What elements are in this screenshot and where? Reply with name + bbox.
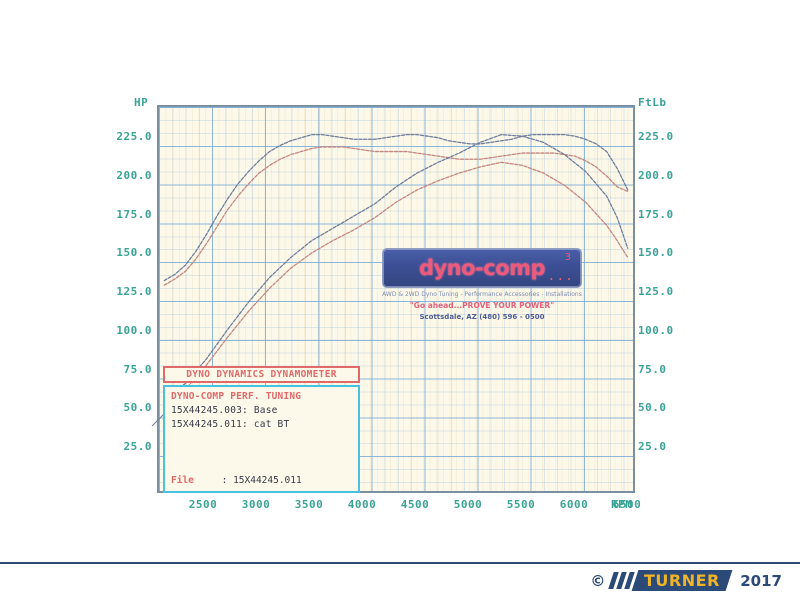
page-footer: © TURNER 2017 xyxy=(0,540,800,600)
y-axis-right-tick: 100.0 xyxy=(638,324,674,337)
turner-brand-block: © TURNER 2017 xyxy=(590,570,782,591)
footer-divider xyxy=(0,562,800,564)
x-axis-tick: 4500 xyxy=(400,498,430,511)
legend-title-box: DYNO DYNAMICS DYNAMOMETER xyxy=(163,366,360,383)
y-axis-left-tick: 150.0 xyxy=(116,246,152,259)
x-axis-tick: 5000 xyxy=(453,498,483,511)
y-axis-left-tick: 50.0 xyxy=(123,401,152,414)
legend-shop-line: DYNO-COMP PERF. TUNING xyxy=(171,391,302,402)
copyright-year: 2017 xyxy=(740,571,782,590)
y-axis-right-tick: 50.0 xyxy=(638,401,667,414)
x-axis-tick: 3500 xyxy=(294,498,324,511)
curve-power xyxy=(163,134,629,400)
curve-series-layer xyxy=(163,134,629,405)
y-axis-right-tick: 75.0 xyxy=(638,363,667,376)
x-axis-tick: 2500 xyxy=(188,498,218,511)
y-axis-left-tick: 175.0 xyxy=(116,208,152,221)
legend-run-entry: 15X44245.011: cat BT xyxy=(171,419,290,430)
y-axis-right-unit-label: FtLb xyxy=(638,96,667,109)
x-axis-tick: 5500 xyxy=(506,498,536,511)
y-axis-right-tick: 150.0 xyxy=(638,246,674,259)
legend-title: DYNO DYNAMICS DYNAMOMETER xyxy=(186,369,337,380)
y-axis-right-tick: 200.0 xyxy=(638,169,674,182)
dyno-chart-figure: HP FtLb RPM 225.0 200.0 175.0 150.0 125.… xyxy=(116,96,674,511)
legend-file-value: : 15X44245.011 xyxy=(221,475,302,486)
y-axis-left-tick: 125.0 xyxy=(116,285,152,298)
y-axis-left-tick: 200.0 xyxy=(116,169,152,182)
y-axis-left-tick: 75.0 xyxy=(123,363,152,376)
y-axis-left-tick: 225.0 xyxy=(116,130,152,143)
legend-body-box: DYNO-COMP PERF. TUNING 15X44245.003: Bas… xyxy=(163,385,360,493)
curve-power xyxy=(163,161,629,405)
legend-file-label: File xyxy=(171,475,194,486)
turner-plate: TURNER xyxy=(631,570,733,591)
legend-run-entry: 15X44245.003: Base xyxy=(171,405,278,416)
legend-file-row: File : 15X44245.011 xyxy=(171,475,302,486)
x-axis-tick: 4000 xyxy=(347,498,377,511)
y-axis-left-unit-label: HP xyxy=(134,96,149,109)
x-axis-tick: 6000 xyxy=(559,498,589,511)
copyright-icon: © xyxy=(590,571,606,590)
x-axis-tick: 3000 xyxy=(241,498,271,511)
turner-logo: TURNER xyxy=(608,570,733,591)
y-axis-right-tick: 125.0 xyxy=(638,285,674,298)
y-axis-left-tick: 25.0 xyxy=(123,440,152,453)
y-axis-right-tick: 225.0 xyxy=(638,130,674,143)
curve-torque xyxy=(163,134,629,282)
y-axis-left-tick: 100.0 xyxy=(116,324,152,337)
x-axis-unit-label: RPM xyxy=(611,498,633,511)
y-axis-right-tick: 25.0 xyxy=(638,440,667,453)
turner-brand-text: TURNER xyxy=(644,571,721,590)
y-axis-right-tick: 175.0 xyxy=(638,208,674,221)
curve-torque xyxy=(163,146,629,286)
x-axis-tick: 6500 xyxy=(612,498,642,511)
